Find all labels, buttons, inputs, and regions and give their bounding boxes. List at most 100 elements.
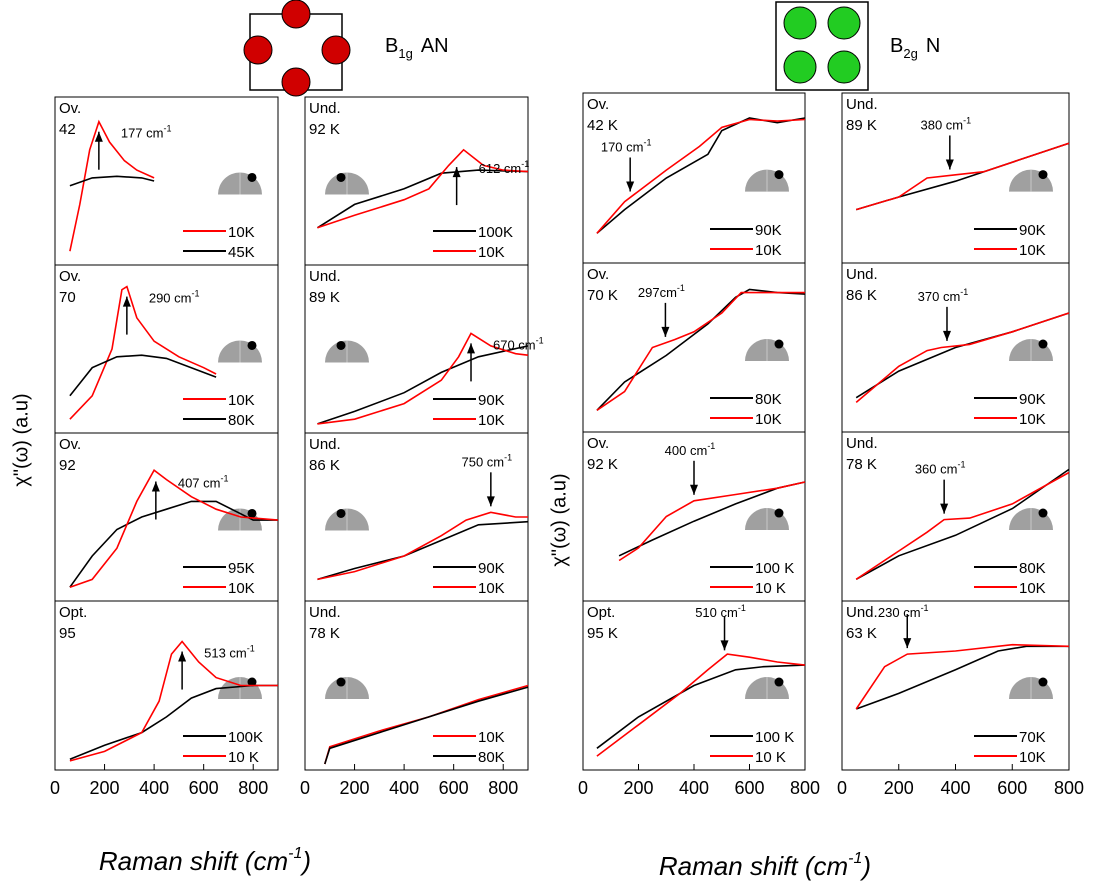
peak-annotation: 670 cm-1 [493,335,544,352]
fermi-icon-dot [1038,339,1048,349]
panel-label: Und. [846,266,878,283]
annotation-text: 177 cm [121,126,164,141]
peak-arrowhead [940,503,949,514]
x-tick-label: 800 [488,778,518,798]
spectrum-line [324,686,529,765]
panel-label: Ov. [587,96,609,113]
legend-label: 10K [478,729,505,746]
legend-label: 10K [1019,242,1046,259]
spectrum-line [855,645,1069,710]
panel-label: 92 K [309,121,340,138]
x-tick-label: 0 [837,778,847,798]
legend-label: 10K [228,392,255,409]
panel: Und. 92 K 100K 10K 612 cm-1 [304,96,530,266]
fermi-icon-dot [247,340,257,350]
x-tick-label: 600 [997,778,1027,798]
spectrum-line [596,117,806,234]
annotation-text: 513 cm [204,646,247,661]
panel: 0 200 400 600 800 Opt. 95 K 100 K 10 K 510 cm-1 [578,600,820,798]
header-rest: N [926,35,940,57]
x-tick-label: 200 [623,778,653,798]
annotation-text: 510 cm [695,605,738,620]
annotation-sup: -1 [643,137,651,147]
legend-label: 80K [478,749,505,766]
annotation-text: 370 cm [918,289,961,304]
legend-label: 90K [755,222,782,239]
x-tick-label: 0 [578,778,588,798]
x-axis-label: Raman shift (cm-1) [659,850,871,881]
annotation-sup: -1 [957,460,965,470]
annotation-sup: -1 [504,452,512,462]
peak-annotation: 612 cm-1 [479,159,530,176]
panel-label: 63 K [846,625,877,642]
x-label-text: Raman shift (cm [659,851,848,881]
spectrum-line [317,332,529,425]
x-tick-label: 400 [679,778,709,798]
panel-label: 70 K [587,287,618,304]
annotation-text: 400 cm [665,443,708,458]
panel: Ov. 92 95K 10K 407 cm-1 [54,432,279,602]
x-tick-label: 800 [1054,778,1084,798]
panel: Ov. 70 10K 80K 290 cm-1 [54,264,279,434]
legend-label: 10K [1019,411,1046,428]
annotation-text: 297cm [638,285,677,300]
x-tick-label: 200 [884,778,914,798]
annotation-sup: -1 [921,603,929,613]
peak-annotation: 170 cm-1 [601,137,652,154]
annotation-text: 380 cm [920,117,963,132]
x-label-sup: -1 [848,850,862,867]
header-main: B [890,35,903,57]
spectrum-line [69,175,155,187]
fermi-icon-dot [336,340,346,350]
annotation-sup: -1 [677,283,685,293]
header-main: B [385,35,398,57]
spectrum-line [596,291,805,411]
annotation-sup: -1 [521,159,529,169]
legend-label: 100K [478,224,513,241]
spectrum-line [69,285,217,420]
panel-label: Ov. [59,100,81,117]
spectrum-line [317,520,529,581]
legend-label: 100K [228,729,263,746]
annotation-text: 612 cm [479,161,522,176]
panel: Und. 86 K 90K 10K 370 cm-1 [841,262,1070,433]
group-header: B2g N [890,35,940,61]
panel-label: Ov. [587,266,609,283]
x-label-end: ) [859,851,871,881]
annotation-sup: -1 [536,335,544,345]
legend-label: 100 K [755,560,794,577]
fermi-icon-dot [247,677,257,687]
annotation-sup: -1 [738,603,746,613]
panel-label: Und. [846,96,878,113]
panel-label: Opt. [59,604,87,621]
header-sub: 2g [903,46,917,61]
annotation-text: 360 cm [915,462,958,477]
legend-label: 10K [1019,580,1046,597]
peak-arrowhead [945,159,954,170]
peak-arrowhead [452,167,461,178]
x-tick-label: 400 [389,778,419,798]
panel-label: Ov. [587,435,609,452]
spectrum-line [855,468,1070,581]
x-tick-label: 0 [300,778,310,798]
annotation-sup: -1 [220,474,228,484]
legend-label: 10 K [228,749,259,766]
spectrum-line [855,471,1070,580]
panel: Und. 86 K 90K 10K 750 cm-1 [304,432,529,602]
annotation-sup: -1 [163,124,171,134]
x-axis-label: Raman shift (cm-1) [99,845,311,876]
legend-label: 10K [478,412,505,429]
panel-label: 95 [59,625,76,642]
panel: Ov. 42 10K 45K 177 cm-1 [54,96,279,266]
spectrum-line [316,169,529,229]
peak-arrowhead [467,343,476,354]
x-tick-label: 600 [734,778,764,798]
spectrum-line [596,664,806,749]
x-tick-label: 400 [139,778,169,798]
peak-arrowhead [903,638,912,649]
panel-label: 86 K [846,287,877,304]
annotation-sup: -1 [707,441,715,451]
peak-arrowhead [122,296,131,307]
b2g-icon [775,1,869,91]
